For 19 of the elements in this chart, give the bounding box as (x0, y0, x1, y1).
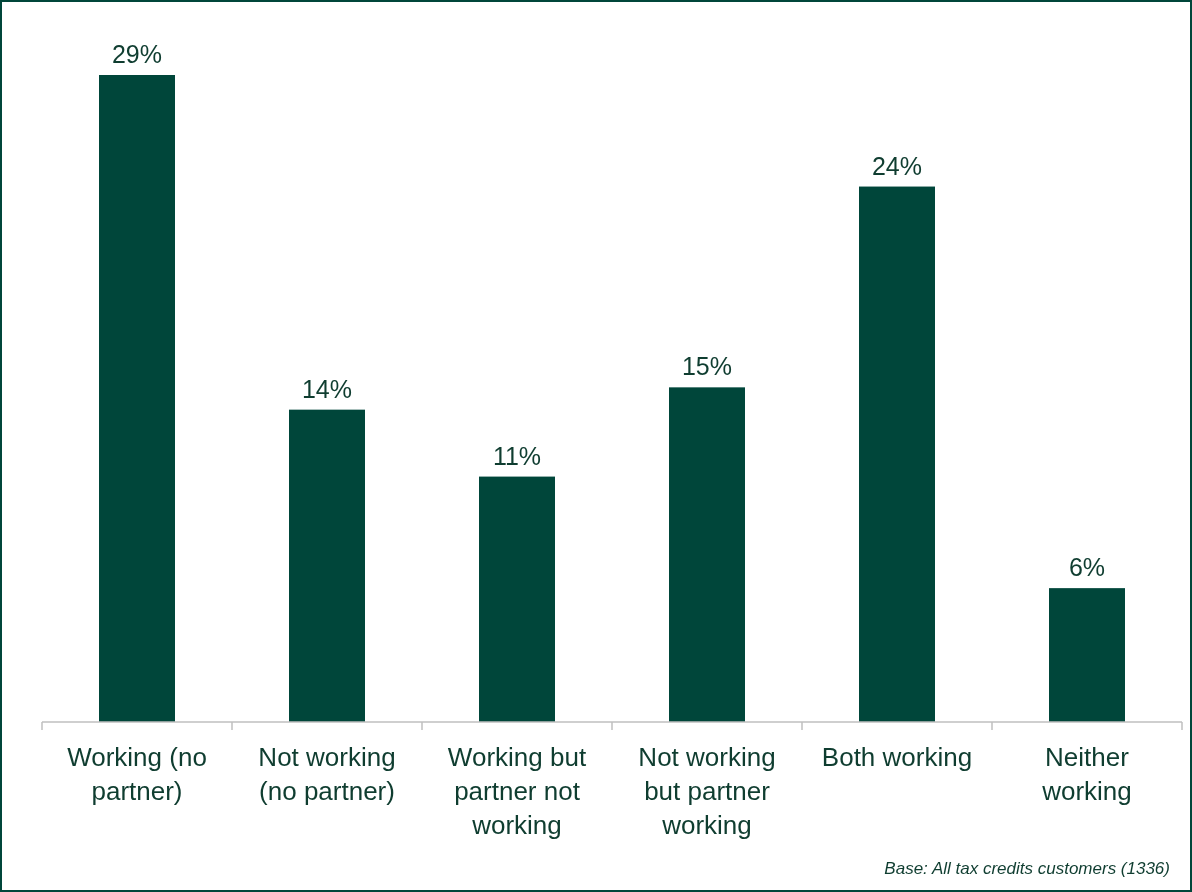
data-label: 29% (111, 40, 163, 68)
x-tick-label: Working but partner not working (447, 742, 587, 840)
bar (289, 409, 365, 722)
x-tick-label: Working (no partner) (67, 742, 207, 806)
x-tick-label: Neither working (1041, 742, 1132, 806)
data-label: 11% (492, 441, 542, 470)
x-tick-label: Not working but partner working (638, 742, 776, 840)
data-label: 14% (301, 374, 353, 403)
bar (99, 75, 175, 722)
bar (1049, 588, 1125, 722)
data-label: 24% (871, 151, 923, 180)
x-tick-label: Not working (no partner) (258, 742, 396, 806)
bar (479, 476, 555, 722)
x-tick-label: Both working (821, 742, 973, 772)
data-label: 15% (681, 352, 733, 381)
text: Base: All tax credits customers (1336) (884, 859, 1170, 878)
bar (859, 186, 935, 722)
data-label: 6% (1068, 553, 1106, 582)
bar (669, 387, 745, 722)
